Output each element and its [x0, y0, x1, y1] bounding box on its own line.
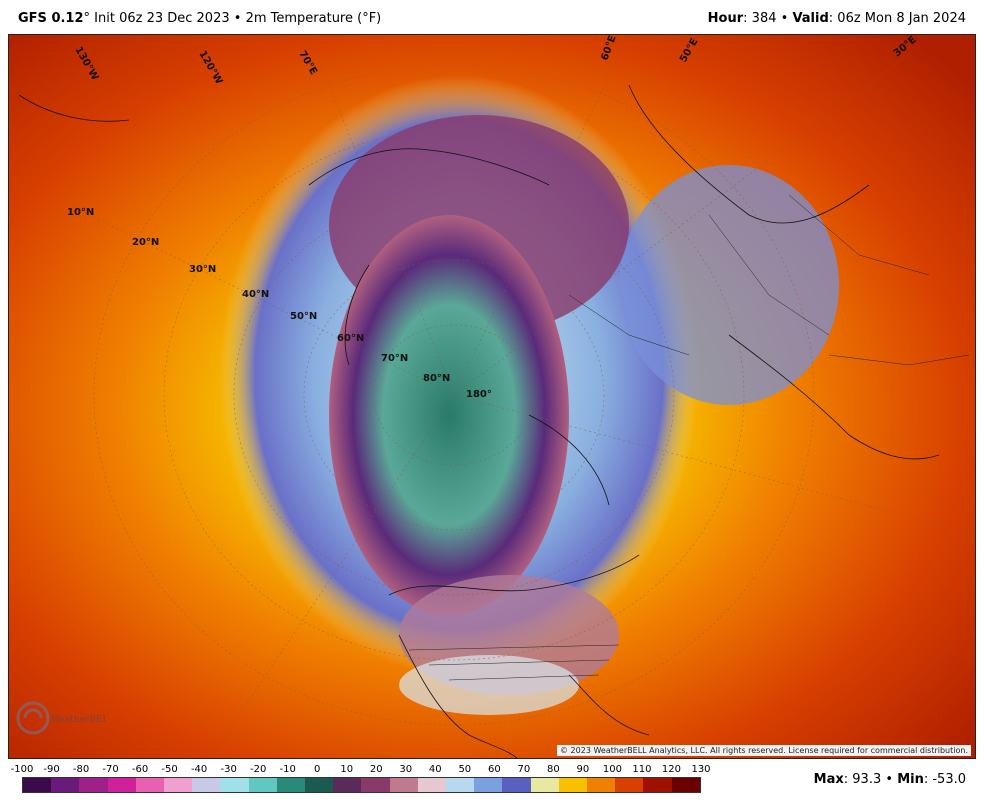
colorbar-tick-label: -20 [250, 764, 267, 775]
colorbar-tick-label: 20 [369, 764, 383, 775]
colorbar-tick-label: 60 [487, 764, 501, 775]
header-valid-time: Hour: 384 • Valid: 06z Mon 8 Jan 2024 [708, 11, 966, 26]
colorbar-segment [502, 778, 531, 792]
colorbar-tick-label: -60 [131, 764, 149, 775]
colorbar-segment [220, 778, 249, 792]
colorbar-segment [51, 778, 80, 792]
header-bar: GFS 0.12° Init 06z 23 Dec 2023 • 2m Temp… [0, 0, 984, 34]
colorbar-tick-label: 120 [661, 764, 682, 775]
colorbar-tick-label: -90 [43, 764, 60, 775]
colorbar-tick-label: -30 [220, 764, 237, 775]
weatherbell-logo: WeatherBELL [15, 698, 105, 738]
colorbar-segment [417, 778, 447, 792]
colorbar-segment [107, 778, 136, 792]
lat-label-60n: 60°N [337, 333, 364, 344]
colorbar-segment [276, 778, 306, 792]
init-time: Init 06z 23 Dec 2023 [94, 11, 230, 26]
hour-label: Hour [707, 11, 744, 26]
colorbar-tick-label: -100 [10, 764, 34, 775]
colorbar-tick-label: 30 [399, 764, 413, 775]
separator: • [885, 772, 894, 787]
colorbar-segment [389, 778, 418, 792]
map-canvas: 10°N 20°N 30°N 40°N 50°N 60°N 70°N 80°N … [9, 35, 975, 758]
colorbar-segment [164, 778, 193, 792]
field-name: 2m Temperature (°F) [245, 11, 382, 26]
lat-label-40n: 40°N [242, 289, 269, 300]
colorbar-tick-label: 90 [576, 764, 590, 775]
colorbar-segment [446, 778, 475, 792]
colorbar-segment [587, 778, 616, 792]
min-value: : -53.0 [923, 772, 966, 787]
colorbar-tick-label: 130 [691, 764, 711, 775]
colorbar-tick-label: -10 [279, 764, 296, 775]
colorbar-tick-label: -80 [72, 764, 90, 775]
min-label: Min [897, 772, 924, 787]
lat-label-70n: 70°N [381, 353, 408, 364]
max-value: : 93.3 [843, 772, 882, 787]
colorbar-segment [192, 778, 221, 792]
colorbar-tick-label: -40 [190, 764, 208, 775]
temperature-map[interactable]: 10°N 20°N 30°N 40°N 50°N 60°N 70°N 80°N … [8, 34, 976, 759]
asia-cold-region [619, 165, 839, 405]
degree-mark: ° [83, 11, 91, 26]
separator: • [233, 11, 242, 26]
lat-label-20n: 20°N [132, 237, 159, 248]
coastlines [18, 84, 940, 758]
hour-value: : 384 [743, 11, 777, 26]
lat-label-80n: 80°N [423, 373, 450, 384]
lat-label-50n: 50°N [290, 311, 317, 322]
colorbar-tick-label: 110 [632, 764, 652, 775]
colorbar-tick-label: 0 [314, 764, 321, 775]
lat-label-30n: 30°N [189, 264, 216, 275]
valid-label: Valid [792, 11, 829, 26]
logo-text: WeatherBELL [51, 715, 105, 725]
colorbar-tick-label: 10 [340, 764, 354, 775]
colorbar-tick-label: -50 [161, 764, 178, 775]
colorbar-segment [333, 778, 362, 792]
pole-label: 180° [466, 389, 492, 400]
colorbar-segment [248, 778, 277, 792]
colorbar-tick-label: 70 [517, 764, 531, 775]
colorbar-segment [558, 778, 588, 792]
colorbar-segment [643, 778, 672, 792]
copyright-notice: © 2023 WeatherBELL Analytics, LLC. All r… [557, 745, 971, 756]
valid-value: : 06z Mon 8 Jan 2024 [828, 11, 966, 26]
colorbar-segment [79, 778, 108, 792]
colorbar-tick-label: -70 [102, 764, 119, 775]
max-min-readout: Max: 93.3 • Min: -53.0 [814, 772, 966, 787]
colorbar-tick-label: 50 [458, 764, 472, 775]
graticule [68, 35, 975, 758]
colorbar-tick-label: 40 [428, 764, 442, 775]
separator: • [780, 11, 789, 26]
colorbar-segment [530, 778, 559, 792]
colorbar-ticks: -100 -90 -80 -70 -60 -50 -40 -30 -20 -10 0 10 20 30 40… [0, 764, 984, 776]
lat-label-10n: 10°N [67, 207, 94, 218]
colorbar-segment [361, 778, 390, 792]
max-label: Max [813, 772, 844, 787]
header-title: GFS 0.12° Init 06z 23 Dec 2023 • 2m Temp… [18, 11, 381, 26]
colorbar-tick-label: 80 [547, 764, 560, 775]
country-borders [408, 194, 970, 681]
colorbar-segment [671, 778, 700, 792]
colorbar-tick-label: 100 [602, 764, 622, 775]
colorbar-segment [305, 778, 334, 792]
colorbar-segment [474, 778, 503, 792]
temperature-colorbar [22, 777, 701, 793]
arctic-cold-core [329, 215, 569, 615]
colorbar-segment [23, 778, 52, 792]
colorbar-segment [615, 778, 644, 792]
model-name: GFS 0.12 [18, 11, 84, 26]
colorbar-segment [135, 778, 165, 792]
south-us-region [399, 655, 579, 715]
